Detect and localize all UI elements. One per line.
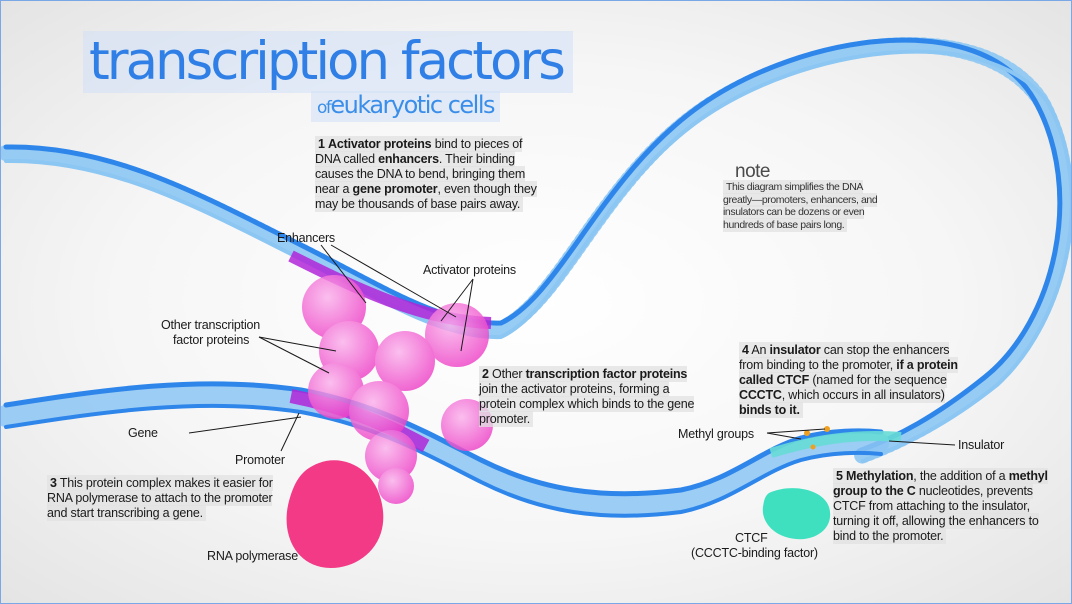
diagram-title: transcription factors (83, 31, 573, 93)
transcription-factor-protein (349, 381, 409, 441)
activator-protein (425, 303, 489, 367)
label-activator-proteins: Activator proteins (423, 263, 516, 277)
step-text-run: transcription factor proteins (525, 367, 688, 381)
note-body: This diagram simplifies the DNA greatly—… (723, 180, 891, 232)
step-text-run: (named for the sequence (809, 373, 947, 387)
subtitle-prefix: of (317, 98, 332, 118)
step-number: 4 (742, 343, 749, 357)
step-number: 2 (482, 367, 489, 381)
rna-polymerase-shape (286, 460, 384, 568)
step-5-highlight: 5 Methylation, the addition of a methyl … (833, 468, 1048, 544)
step-text-run: , the addition of a (913, 469, 1009, 483)
step-text-run: , which occurs in all insulators) (781, 388, 945, 402)
step-text-run: if a protein called CTCF (739, 358, 958, 387)
note-body-text: This diagram simplifies the DNA greatly—… (723, 180, 878, 232)
step-text-run: Activator proteins (328, 137, 432, 151)
leader-lines (188, 244, 956, 452)
step-text-run: CCCTC (739, 388, 782, 402)
step-5-text: 5 Methylation, the addition of a methyl … (833, 468, 1059, 544)
label-gene: Gene (128, 426, 158, 440)
step-text-run: bind to pieces of DNA called (315, 137, 523, 166)
step-text-run: Other (492, 367, 526, 381)
label-rna-polymerase: RNA polymerase (207, 549, 298, 563)
ctcf-shape (762, 488, 831, 540)
step-text-run: This protein complex makes it easier for… (47, 476, 273, 520)
step-text-run: gene promoter (352, 182, 438, 196)
label-ctcf: CTCF (735, 531, 768, 545)
step-text-run: can stop the enhancers from binding to t… (739, 343, 950, 372)
label-ctcf-full: (CCCTC-binding factor) (691, 546, 818, 560)
step-number: 1 (318, 137, 325, 151)
transcription-factor-protein (365, 430, 417, 482)
diagram-subtitle: ofeukaryotic cells (311, 91, 501, 122)
step-3-highlight: 3 This protein complex makes it easier f… (47, 475, 273, 521)
subtitle-main: eukaryotic cells (330, 91, 495, 119)
step-text-run: enhancers (378, 152, 439, 166)
transcription-factor-protein (375, 331, 435, 391)
label-promoter: Promoter (235, 453, 285, 467)
step-text-run: insulator (769, 343, 821, 357)
protein-complex (302, 275, 493, 504)
step-text-run: nucleotides, prevents CTCF from attachin… (833, 484, 1039, 543)
step-2-text: 2 Other transcription factor proteins jo… (479, 366, 709, 427)
label-other-tf-line2: factor proteins (173, 333, 250, 347)
step-text-run: methyl group to the C (833, 469, 1048, 498)
step-text-run: . Their binding causes the DNA to bend, … (315, 152, 526, 196)
step-text-run: An (751, 343, 770, 357)
step-text-run: , even though they may be thousands of b… (315, 182, 537, 211)
step-3-text: 3 This protein complex makes it easier f… (47, 475, 283, 521)
step-1-text: 1 Activator proteins bind to pieces of D… (315, 136, 539, 212)
step-4-text: 4 An insulator can stop the enhancers fr… (739, 342, 971, 418)
note-heading: note (735, 161, 770, 182)
step-number: 3 (50, 476, 57, 490)
transcription-factor-protein (378, 468, 414, 504)
step-4-highlight: 4 An insulator can stop the enhancers fr… (739, 342, 958, 418)
step-1-highlight: 1 Activator proteins bind to pieces of D… (315, 136, 537, 212)
step-number: 5 (836, 469, 843, 483)
label-other-tf-line1: Other transcription (161, 318, 261, 332)
label-methyl-groups: Methyl groups (678, 427, 754, 441)
methyl-groups (804, 426, 830, 450)
step-2-highlight: 2 Other transcription factor proteins jo… (479, 366, 694, 427)
label-insulator: Insulator (958, 438, 1005, 452)
step-text-run: Methylation (846, 469, 914, 483)
label-enhancers: Enhancers (277, 231, 335, 245)
step-text-run: join the activator proteins, forming a p… (479, 382, 695, 426)
insulator-region (769, 430, 902, 458)
step-text-run: binds to it. (739, 403, 800, 417)
